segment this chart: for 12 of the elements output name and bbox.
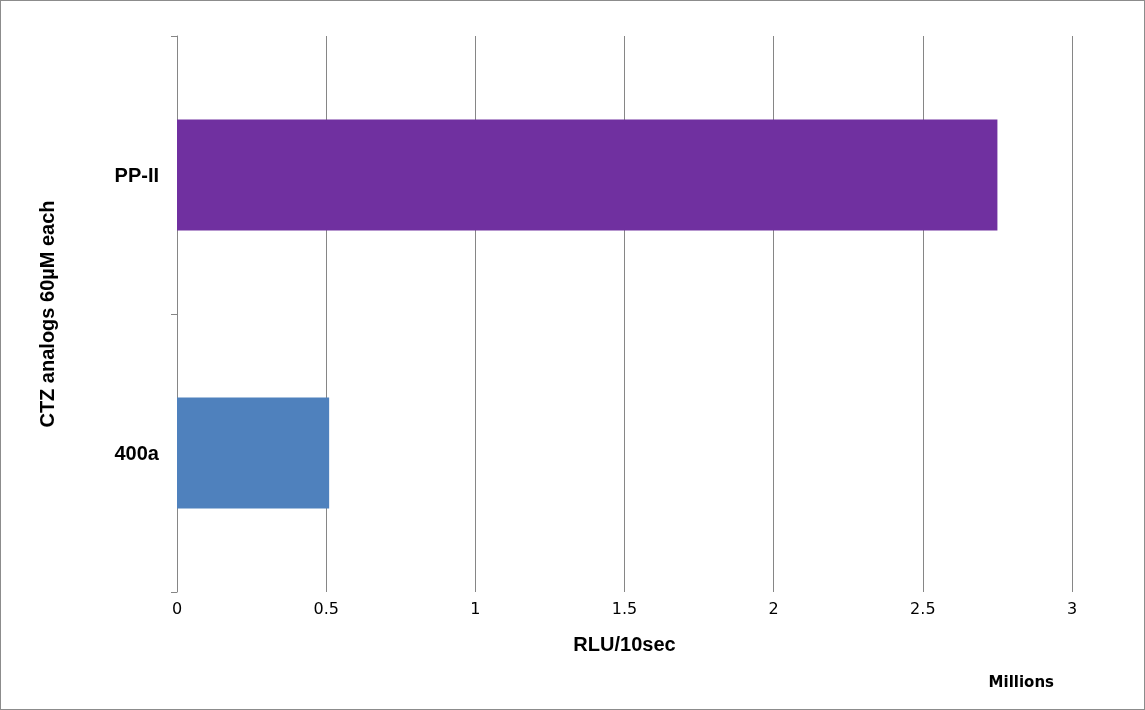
x-tick-label: 1.5	[611, 598, 638, 618]
text: Millions	[988, 672, 1055, 691]
x-tick-label: 0	[171, 598, 183, 618]
x-tick-label: 2	[768, 598, 779, 618]
y-tick-label: 400a	[114, 442, 160, 464]
x-axis-title: RLU/10sec	[573, 633, 676, 655]
y-axis-title: CTZ analogs 60µM each	[36, 200, 58, 428]
x-tick-label: 2.5	[910, 598, 936, 618]
x-tick-label: 1	[470, 598, 481, 618]
y-tick-label: PP-II	[114, 164, 159, 186]
x-tick-label: 0.5	[313, 598, 339, 618]
x-tick-label: 3	[1066, 598, 1078, 618]
